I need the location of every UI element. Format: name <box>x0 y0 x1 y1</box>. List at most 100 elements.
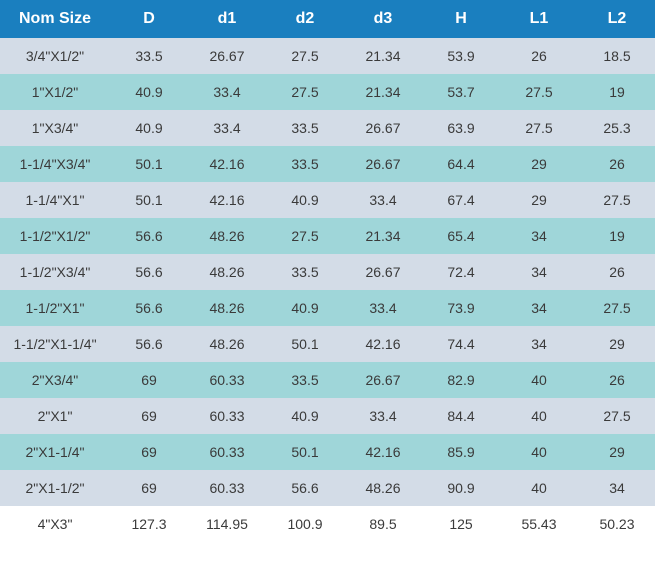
table-cell: 60.33 <box>188 362 266 398</box>
table-cell: 26 <box>500 38 578 74</box>
table-row: 1-1/2"X1/2"56.648.2627.521.3465.43419 <box>0 218 655 254</box>
table-cell: 40.9 <box>266 398 344 434</box>
table-cell: 1-1/2"X3/4" <box>0 254 110 290</box>
table-cell: 85.9 <box>422 434 500 470</box>
spec-table: Nom SizeDd1d2d3HL1L2 3/4"X1/2"33.526.672… <box>0 0 655 542</box>
table-row: 2"X3/4"6960.3333.526.6782.94026 <box>0 362 655 398</box>
table-cell: 1-1/2"X1-1/4" <box>0 326 110 362</box>
column-header: d1 <box>188 0 266 38</box>
table-cell: 53.7 <box>422 74 500 110</box>
table-cell: 42.16 <box>188 182 266 218</box>
table-cell: 33.5 <box>266 254 344 290</box>
table-cell: 72.4 <box>422 254 500 290</box>
table-cell: 19 <box>578 218 655 254</box>
table-header: Nom SizeDd1d2d3HL1L2 <box>0 0 655 38</box>
table-cell: 82.9 <box>422 362 500 398</box>
table-cell: 33.4 <box>344 398 422 434</box>
table-cell: 40 <box>500 434 578 470</box>
table-cell: 27.5 <box>578 182 655 218</box>
column-header: Nom Size <box>0 0 110 38</box>
table-cell: 26 <box>578 362 655 398</box>
table-cell: 69 <box>110 434 188 470</box>
column-header: L2 <box>578 0 655 38</box>
table-cell: 40 <box>500 398 578 434</box>
table-row: 1-1/2"X1"56.648.2640.933.473.93427.5 <box>0 290 655 326</box>
table-cell: 33.4 <box>344 290 422 326</box>
table-cell: 1-1/4"X1" <box>0 182 110 218</box>
table-row: 1"X1/2"40.933.427.521.3453.727.519 <box>0 74 655 110</box>
table-cell: 56.6 <box>110 218 188 254</box>
table-row: 2"X1-1/2"6960.3356.648.2690.94034 <box>0 470 655 506</box>
table-cell: 125 <box>422 506 500 542</box>
table-cell: 26 <box>578 146 655 182</box>
table-cell: 1-1/4"X3/4" <box>0 146 110 182</box>
table-cell: 40.9 <box>266 290 344 326</box>
table-row: 1-1/2"X1-1/4"56.648.2650.142.1674.43429 <box>0 326 655 362</box>
table-cell: 40.9 <box>110 74 188 110</box>
table-row: 1-1/2"X3/4"56.648.2633.526.6772.43426 <box>0 254 655 290</box>
table-cell: 50.1 <box>266 326 344 362</box>
table-cell: 33.4 <box>344 182 422 218</box>
table-cell: 42.16 <box>344 434 422 470</box>
table-cell: 29 <box>500 146 578 182</box>
table-cell: 34 <box>500 290 578 326</box>
table-cell: 33.4 <box>188 110 266 146</box>
table-cell: 18.5 <box>578 38 655 74</box>
table-body: 3/4"X1/2"33.526.6727.521.3453.92618.51"X… <box>0 38 655 542</box>
table-cell: 33.5 <box>266 362 344 398</box>
table-row: 2"X1"6960.3340.933.484.44027.5 <box>0 398 655 434</box>
table-cell: 2"X1-1/2" <box>0 470 110 506</box>
table-cell: 29 <box>578 434 655 470</box>
table-cell: 60.33 <box>188 398 266 434</box>
table-cell: 27.5 <box>266 74 344 110</box>
table-cell: 33.4 <box>188 74 266 110</box>
table-cell: 19 <box>578 74 655 110</box>
table-cell: 1-1/2"X1" <box>0 290 110 326</box>
table-cell: 64.4 <box>422 146 500 182</box>
table-row: 3/4"X1/2"33.526.6727.521.3453.92618.5 <box>0 38 655 74</box>
table-cell: 100.9 <box>266 506 344 542</box>
header-row: Nom SizeDd1d2d3HL1L2 <box>0 0 655 38</box>
table-cell: 40 <box>500 470 578 506</box>
table-cell: 48.26 <box>188 326 266 362</box>
table-cell: 21.34 <box>344 74 422 110</box>
table-cell: 50.1 <box>266 434 344 470</box>
table-cell: 48.26 <box>188 290 266 326</box>
table-cell: 63.9 <box>422 110 500 146</box>
table-cell: 90.9 <box>422 470 500 506</box>
table-cell: 50.1 <box>110 146 188 182</box>
table-row: 2"X1-1/4"6960.3350.142.1685.94029 <box>0 434 655 470</box>
table-cell: 53.9 <box>422 38 500 74</box>
column-header: D <box>110 0 188 38</box>
table-cell: 33.5 <box>266 146 344 182</box>
table-cell: 26.67 <box>344 110 422 146</box>
table-cell: 4"X3" <box>0 506 110 542</box>
table-cell: 55.43 <box>500 506 578 542</box>
table-cell: 73.9 <box>422 290 500 326</box>
table-cell: 114.95 <box>188 506 266 542</box>
table-row: 1-1/4"X3/4"50.142.1633.526.6764.42926 <box>0 146 655 182</box>
table-cell: 27.5 <box>500 74 578 110</box>
column-header: H <box>422 0 500 38</box>
table-cell: 26.67 <box>344 146 422 182</box>
table-cell: 34 <box>500 254 578 290</box>
table-cell: 50.23 <box>578 506 655 542</box>
table-cell: 34 <box>500 326 578 362</box>
table-cell: 27.5 <box>266 38 344 74</box>
table-cell: 60.33 <box>188 434 266 470</box>
table-cell: 56.6 <box>110 290 188 326</box>
table-cell: 69 <box>110 362 188 398</box>
table-cell: 33.5 <box>266 110 344 146</box>
table-cell: 60.33 <box>188 470 266 506</box>
table-cell: 26.67 <box>344 362 422 398</box>
table-cell: 25.3 <box>578 110 655 146</box>
table-cell: 56.6 <box>266 470 344 506</box>
table-cell: 33.5 <box>110 38 188 74</box>
table-cell: 40.9 <box>266 182 344 218</box>
table-cell: 2"X3/4" <box>0 362 110 398</box>
table-cell: 56.6 <box>110 326 188 362</box>
table-row: 1"X3/4"40.933.433.526.6763.927.525.3 <box>0 110 655 146</box>
table-cell: 27.5 <box>500 110 578 146</box>
column-header: d2 <box>266 0 344 38</box>
table-cell: 1"X3/4" <box>0 110 110 146</box>
